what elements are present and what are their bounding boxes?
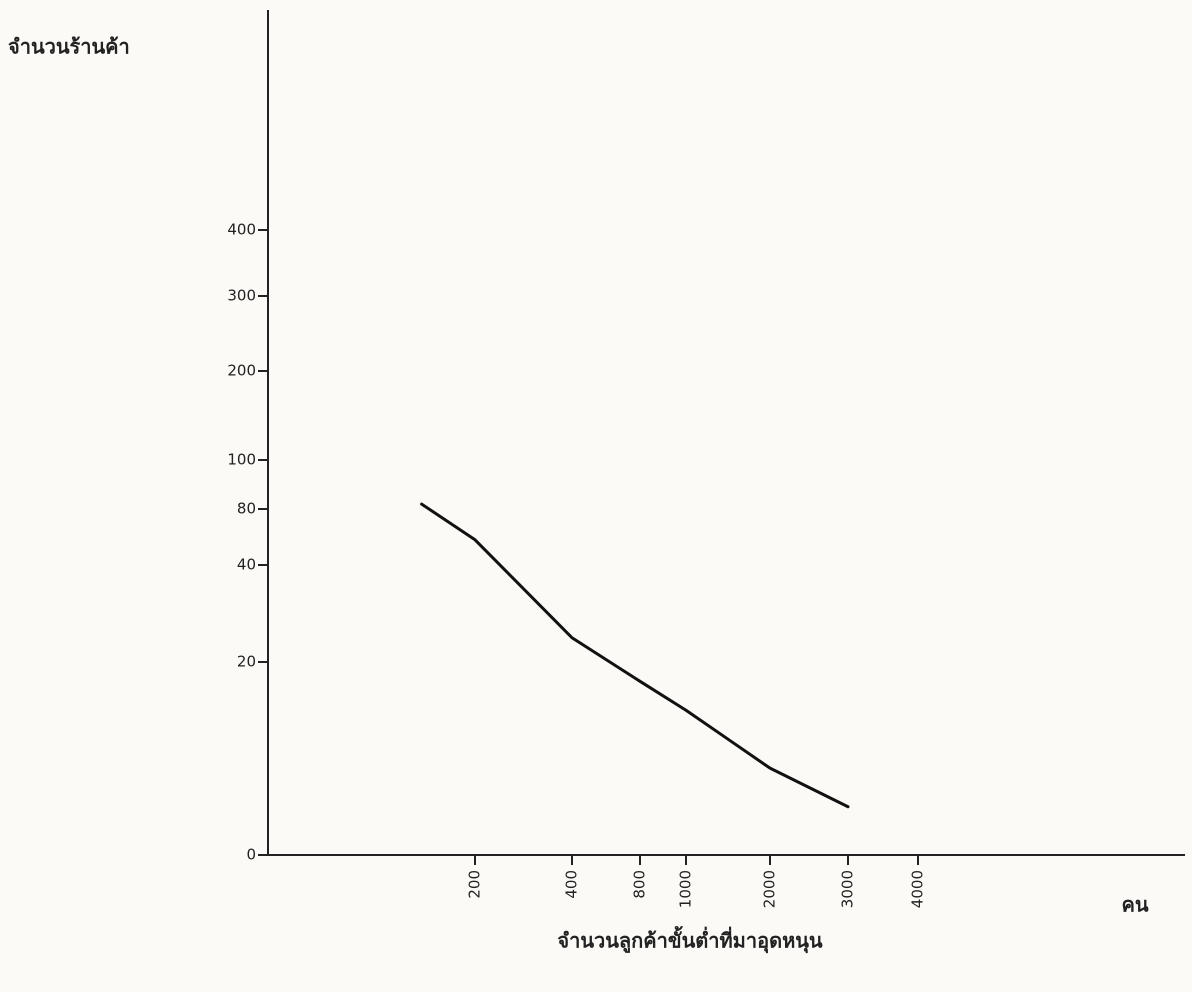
x-tick-label: 3000 xyxy=(839,870,857,908)
x-axis-unit: คน xyxy=(1121,893,1148,917)
x-tick-label: 800 xyxy=(631,870,649,899)
x-tick-label: 1000 xyxy=(677,870,695,908)
x-tick-label: 200 xyxy=(466,870,484,899)
y-tick-label: 80 xyxy=(237,500,256,518)
x-tick-label: 2000 xyxy=(761,870,779,908)
y-tick-label: 0 xyxy=(246,846,256,864)
x-axis-title: จำนวนลูกค้าขั้นต่ำที่มาอุดหนุน xyxy=(557,926,823,955)
y-tick-label: 40 xyxy=(237,556,256,574)
data-line xyxy=(420,502,850,809)
x-tick-label: 4000 xyxy=(909,870,927,908)
y-tick-label: 400 xyxy=(227,221,256,239)
x-tick-label: 400 xyxy=(563,870,581,899)
y-tick-label: 300 xyxy=(227,287,256,305)
y-tick-label: 20 xyxy=(237,653,256,671)
y-tick-label: 200 xyxy=(227,362,256,380)
y-axis-title: จำนวนร้านค้า xyxy=(8,35,130,59)
y-tick-label: 100 xyxy=(227,451,256,469)
